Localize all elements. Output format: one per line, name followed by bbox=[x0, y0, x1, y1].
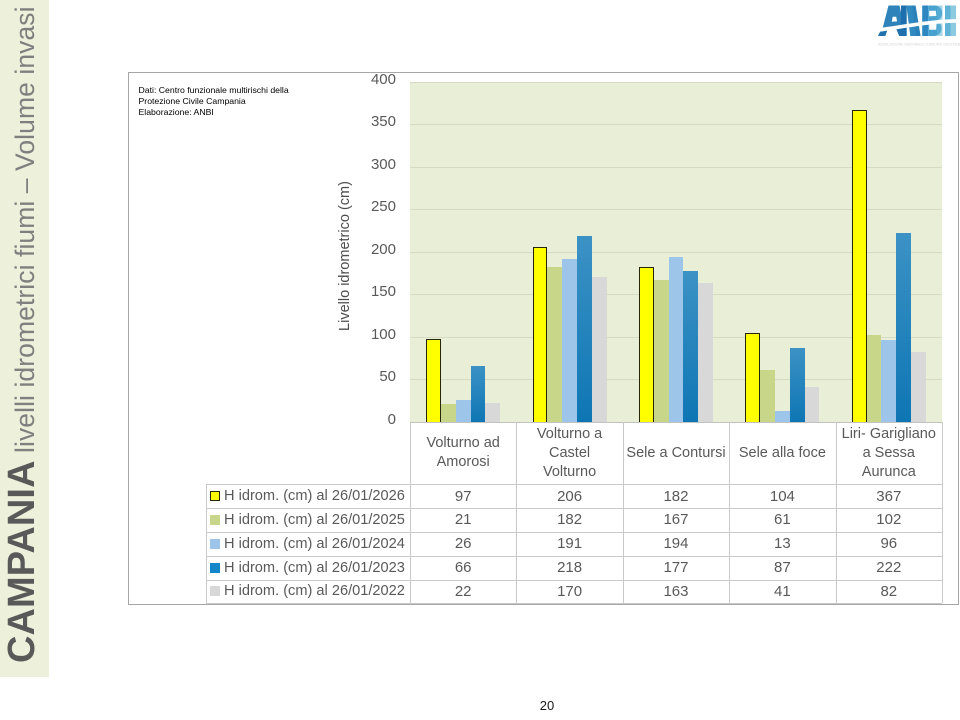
svg-text:ASSOCIAZIONE NAZIONALE CONSORZ: ASSOCIAZIONE NAZIONALE CONSORZI GESTIONE… bbox=[878, 43, 960, 47]
